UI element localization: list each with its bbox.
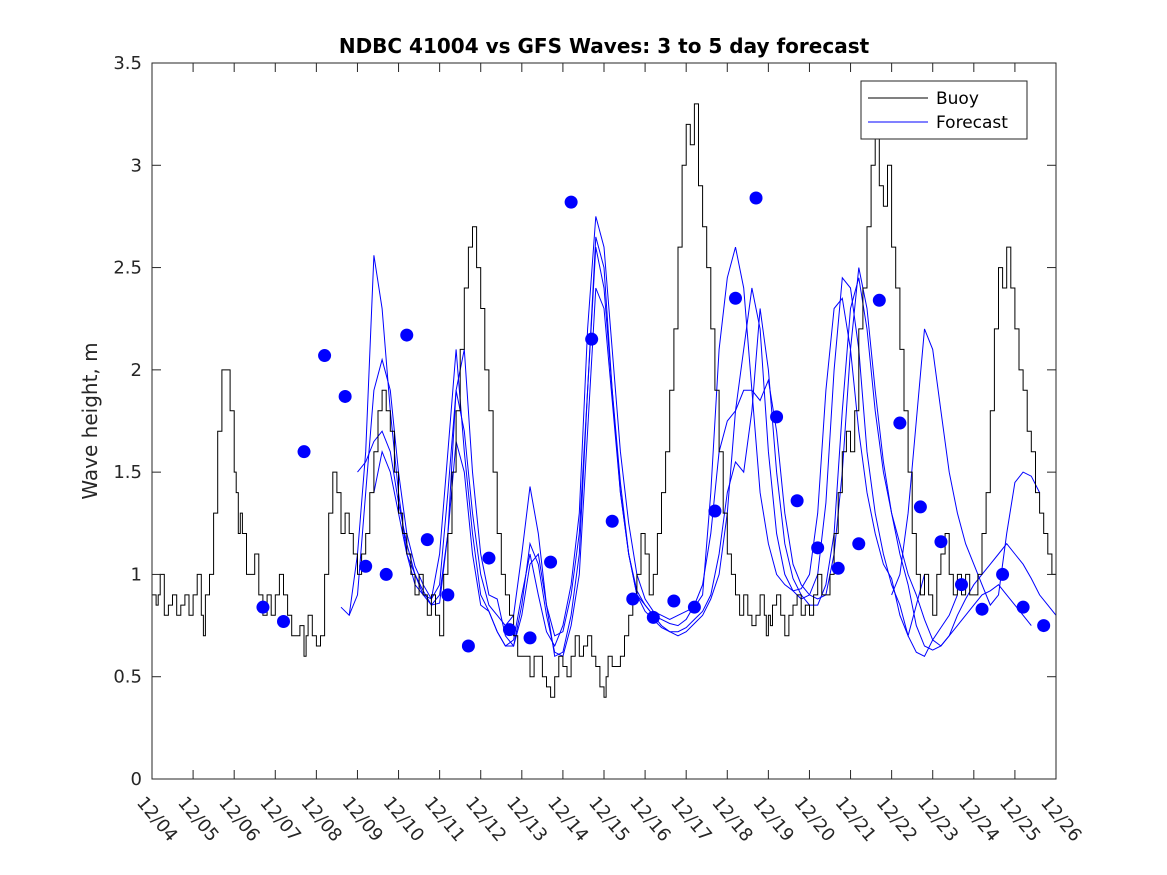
forecast-marker <box>1016 600 1030 614</box>
legend-buoy-label: Buoy <box>936 89 979 109</box>
x-tick-label: 12/08 <box>297 793 346 846</box>
forecast-marker <box>934 535 948 549</box>
x-tick-label: 12/20 <box>790 793 839 846</box>
legend-box <box>860 80 1028 140</box>
forecast-marker <box>256 600 270 614</box>
forecast-marker <box>996 567 1010 581</box>
x-tick-label: 12/18 <box>707 793 756 846</box>
x-tick-label: 12/26 <box>1036 793 1085 846</box>
forecast-marker <box>728 291 742 305</box>
y-tick-label: 3.5 <box>113 53 142 74</box>
chart-title: NDBC 41004 vs GFS Waves: 3 to 5 day fore… <box>339 34 870 58</box>
forecast-marker <box>790 494 804 508</box>
forecast-marker <box>359 559 373 573</box>
x-tick-label: 12/22 <box>872 793 921 846</box>
forecast-marker <box>954 578 968 592</box>
forecast-marker <box>461 639 475 653</box>
x-tick-label: 12/09 <box>338 793 387 846</box>
forecast-marker <box>338 389 352 403</box>
forecast-marker <box>502 623 516 637</box>
forecast-marker <box>1037 619 1051 633</box>
forecast-marker <box>276 614 290 628</box>
plot-area <box>152 103 1057 698</box>
x-tick-label: 12/15 <box>584 793 633 846</box>
forecast-series-line <box>340 216 925 648</box>
x-tick-label: 12/12 <box>461 793 510 846</box>
forecast-marker <box>872 293 886 307</box>
y-tick-label: 3 <box>131 155 142 176</box>
forecast-marker <box>646 610 660 624</box>
forecast-series-line <box>373 267 1057 658</box>
forecast-marker <box>297 445 311 459</box>
forecast-series-line <box>357 236 1032 658</box>
axes-box <box>151 62 1057 780</box>
forecast-marker <box>400 328 414 342</box>
forecast-marker <box>605 514 619 528</box>
forecast-marker <box>544 555 558 569</box>
forecast-marker <box>975 602 989 616</box>
x-tick-label: 12/06 <box>214 793 263 846</box>
forecast-marker <box>318 349 332 363</box>
x-tick-label: 12/10 <box>379 793 428 846</box>
forecast-marker <box>482 551 496 565</box>
forecast-marker <box>893 416 907 430</box>
x-tick-label: 12/11 <box>420 793 469 846</box>
forecast-marker <box>831 561 845 575</box>
forecast-marker <box>913 500 927 514</box>
forecast-marker <box>708 504 722 518</box>
forecast-marker <box>441 588 455 602</box>
forecast-marker <box>687 600 701 614</box>
buoy-series-line <box>152 103 1057 698</box>
x-tick-label: 12/21 <box>831 793 880 846</box>
legend-forecast-label: Forecast <box>936 113 1008 133</box>
forecast-marker <box>749 191 763 205</box>
y-tick-label: 1 <box>131 564 142 585</box>
y-axis-label: Wave height, m <box>78 342 102 499</box>
y-tick-label: 1.5 <box>113 462 142 483</box>
y-tick-label: 2 <box>131 360 142 381</box>
y-tick-label: 0 <box>131 769 142 790</box>
y-tick-label: 0.5 <box>113 667 142 688</box>
forecast-marker <box>770 410 784 424</box>
x-tick-label: 12/05 <box>173 793 222 846</box>
forecast-marker <box>626 592 640 606</box>
x-tick-label: 12/19 <box>749 793 798 846</box>
forecast-marker <box>585 332 599 346</box>
forecast-marker <box>523 631 537 645</box>
y-tick-label: 2.5 <box>113 258 142 279</box>
x-tick-label: 12/25 <box>995 793 1044 846</box>
x-tick-label: 12/04 <box>132 793 181 846</box>
forecast-marker <box>379 567 393 581</box>
forecast-marker <box>564 195 578 209</box>
x-tick-label: 12/24 <box>954 793 1003 846</box>
x-tick-label: 12/23 <box>913 793 962 846</box>
x-tick-label: 12/14 <box>543 793 592 846</box>
forecast-marker <box>420 533 434 547</box>
forecast-marker <box>852 537 866 551</box>
legend: Buoy Forecast <box>860 80 1028 140</box>
forecast-marker <box>811 541 825 555</box>
x-tick-label: 12/16 <box>625 793 674 846</box>
forecast-marker <box>667 594 681 608</box>
forecast-series-line <box>891 328 1041 607</box>
x-tick-label: 12/13 <box>502 793 551 846</box>
x-tick-label: 12/17 <box>666 793 715 846</box>
x-tick-label: 12/07 <box>255 793 304 846</box>
